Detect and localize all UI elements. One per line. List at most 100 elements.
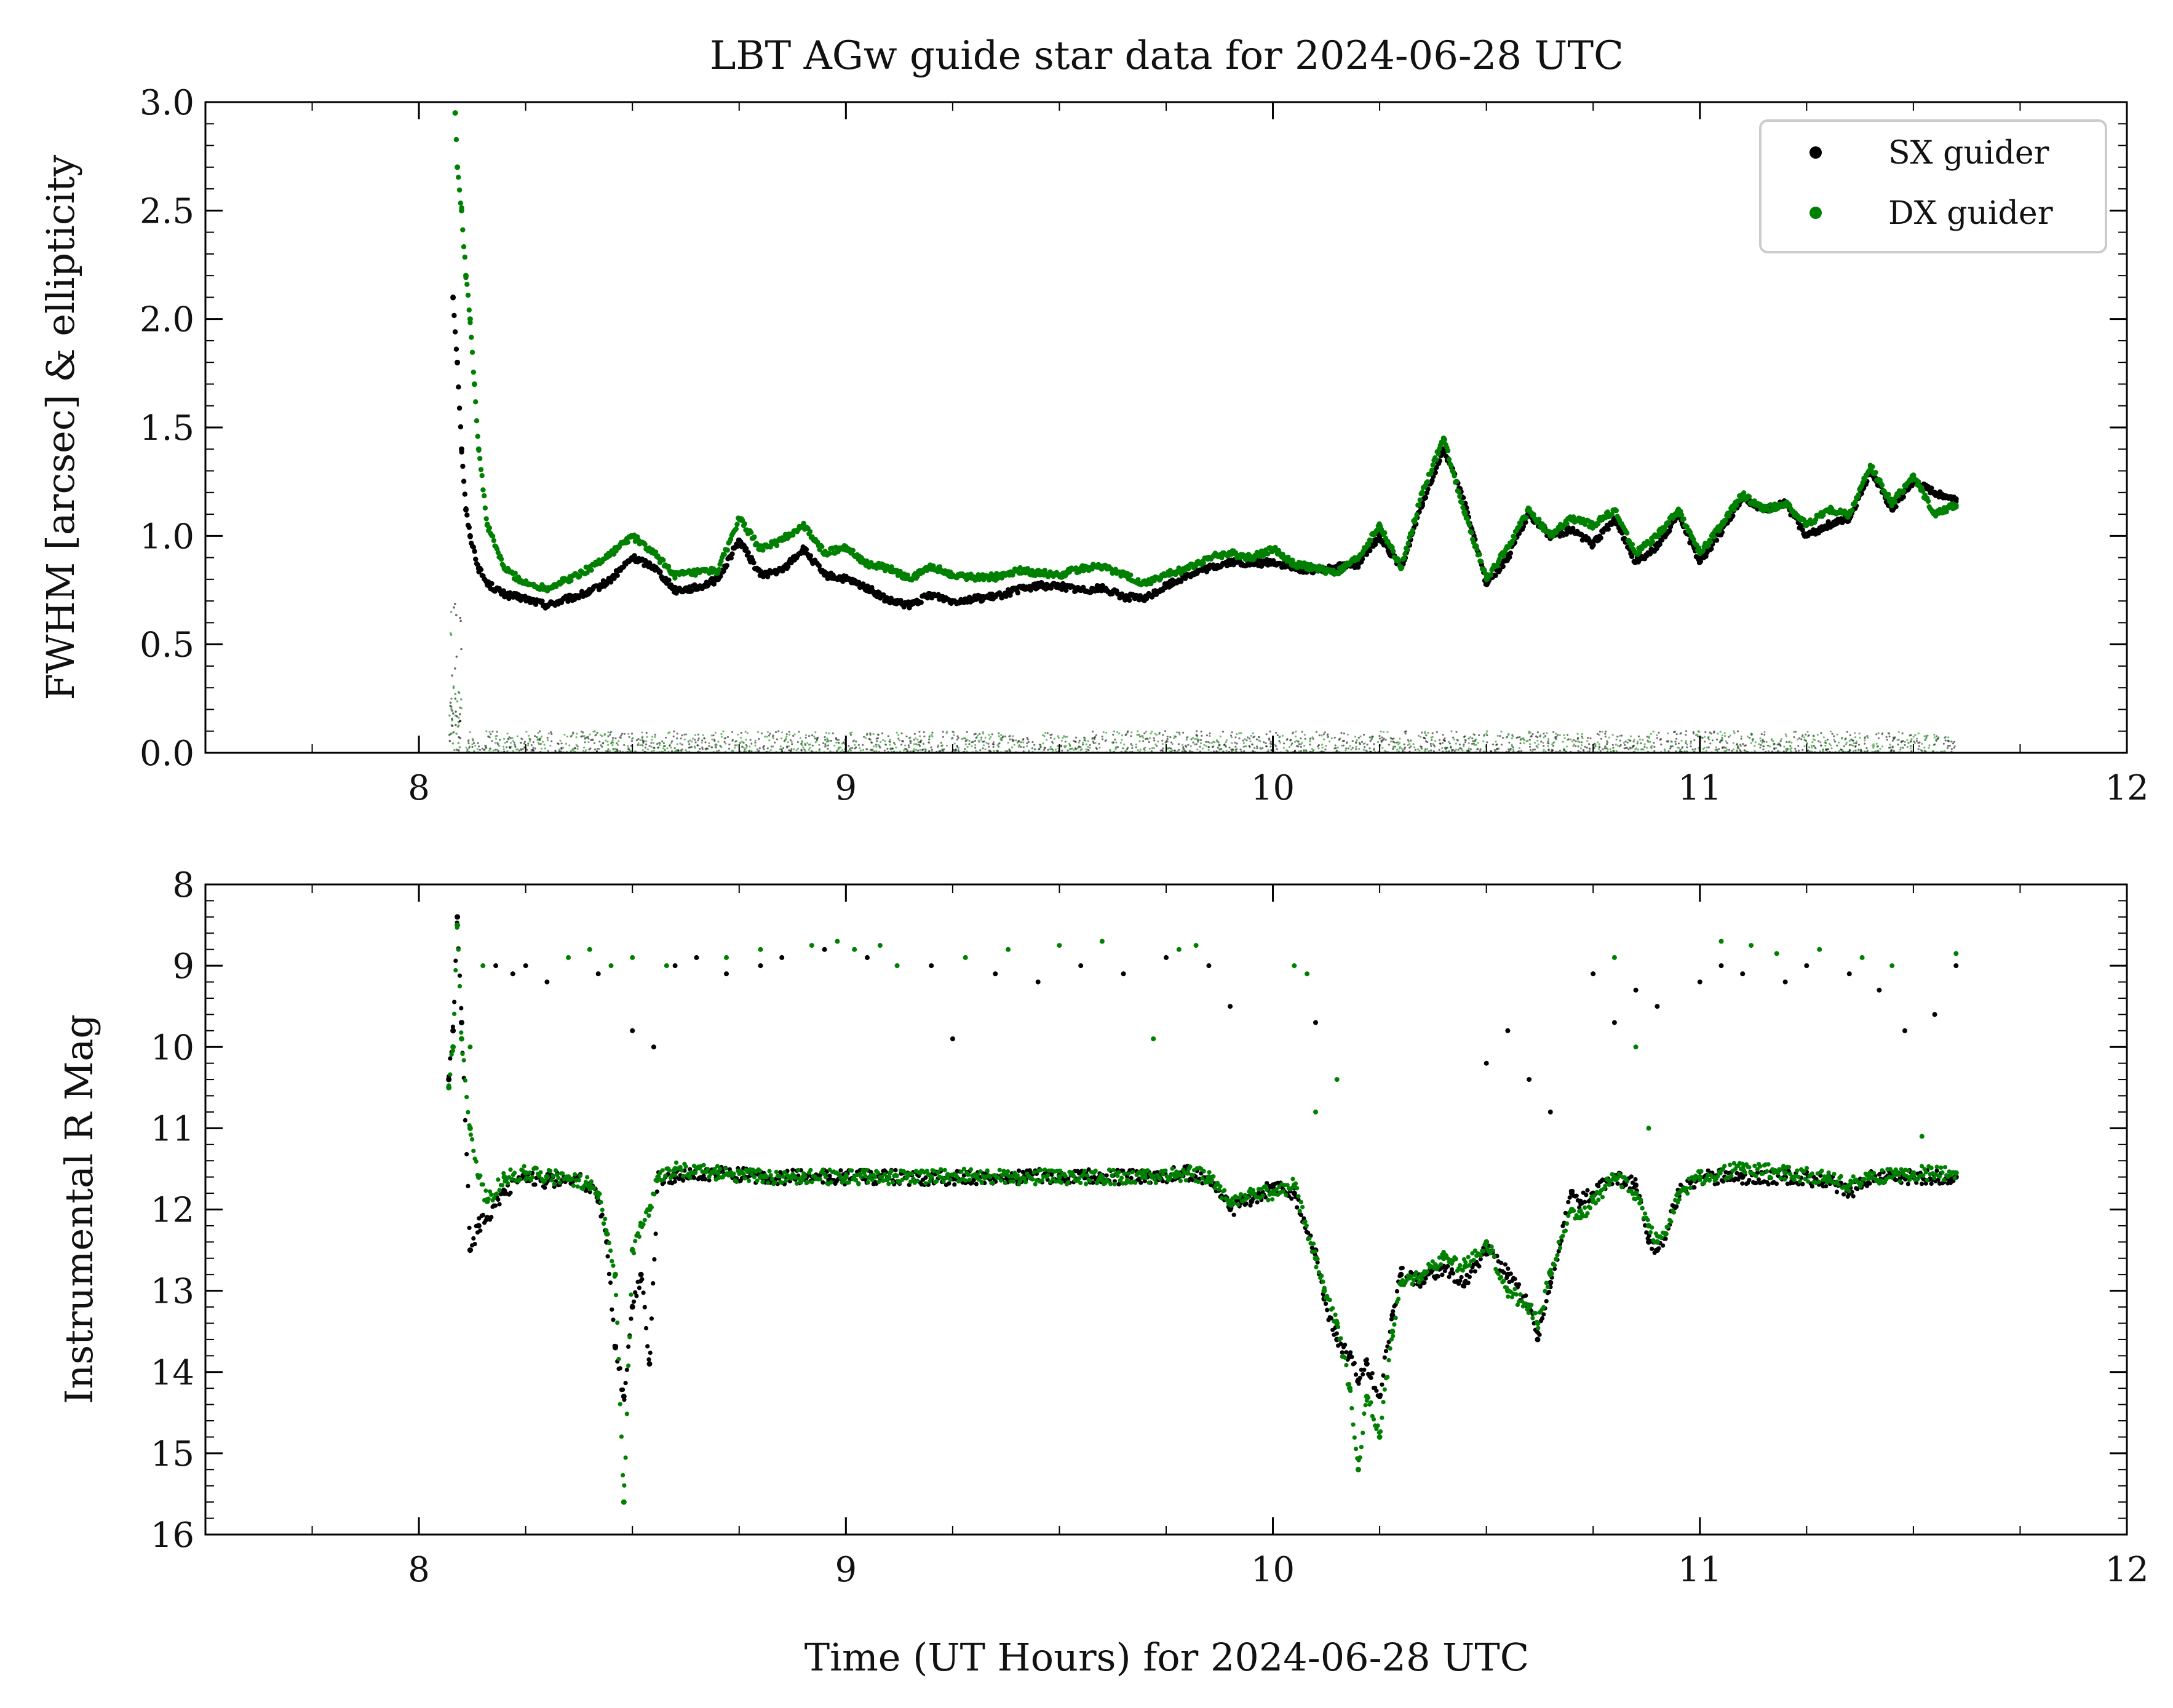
ellipticity-point xyxy=(835,737,837,739)
ellipticity-point xyxy=(1693,733,1695,735)
ellipticity-point xyxy=(1311,736,1314,739)
ellipticity-point xyxy=(900,732,903,734)
data-point xyxy=(1367,547,1373,554)
ellipticity-point xyxy=(1085,748,1087,750)
ellipticity-point xyxy=(964,737,966,740)
ellipticity-point xyxy=(1552,749,1554,752)
ellipticity-point xyxy=(1317,747,1320,750)
ellipticity-point xyxy=(818,744,820,746)
ellipticity-point xyxy=(1373,743,1375,745)
data-point xyxy=(651,563,657,570)
ellipticity-point xyxy=(694,741,697,744)
ellipticity-point xyxy=(1091,737,1094,740)
ellipticity-point xyxy=(998,735,1000,737)
ellipticity-point xyxy=(1906,739,1909,741)
ellipticity-point xyxy=(481,747,483,750)
ellipticity-point xyxy=(849,734,852,736)
ellipticity-point xyxy=(1715,738,1718,741)
ellipticity-point xyxy=(1351,740,1354,742)
ellipticity-point xyxy=(1596,733,1599,735)
ellipticity-point xyxy=(1087,740,1089,742)
ellipticity-point xyxy=(1637,735,1640,737)
data-point xyxy=(458,424,464,430)
ellipticity-point xyxy=(1784,733,1787,736)
ellipticity-point xyxy=(637,744,639,746)
ellipticity-point xyxy=(453,606,455,609)
ellipticity-point xyxy=(1346,733,1349,736)
ellipticity-point xyxy=(1850,738,1853,741)
ellipticity-point xyxy=(953,734,955,736)
ellipticity-point xyxy=(1123,743,1126,745)
ellipticity-point xyxy=(656,742,659,745)
ellipticity-point xyxy=(451,742,455,745)
ellipticity-point xyxy=(1234,745,1237,748)
ellipticity-point xyxy=(1127,747,1129,749)
ellipticity-point xyxy=(1618,745,1621,748)
ellipticity-point xyxy=(1732,748,1735,750)
ellipticity-point xyxy=(523,742,526,745)
ellipticity-point xyxy=(506,741,509,743)
ellipticity-point xyxy=(1081,743,1084,746)
ellipticity-point xyxy=(1893,737,1896,739)
ellipticity-point xyxy=(1162,734,1164,736)
ellipticity-point xyxy=(1196,734,1199,737)
ellipticity-point xyxy=(1130,731,1133,734)
ellipticity-point xyxy=(1536,739,1539,742)
ellipticity-point xyxy=(1009,734,1011,737)
ellipticity-point xyxy=(814,731,817,734)
ellipticity-point xyxy=(1797,745,1800,747)
ellipticity-point xyxy=(797,747,800,750)
ellipticity-point xyxy=(1848,744,1851,746)
data-point xyxy=(1484,581,1490,587)
ellipticity-point xyxy=(1062,737,1064,739)
ellipticity-point xyxy=(1711,739,1714,742)
ellipticity-point xyxy=(1439,739,1441,741)
ellipticity-point xyxy=(506,746,508,749)
ellipticity-point xyxy=(887,735,889,737)
ellipticity-point xyxy=(745,745,748,747)
ellipticity-point xyxy=(1225,745,1227,748)
ellipticity-point xyxy=(825,741,828,743)
ellipticity-point xyxy=(1917,732,1920,735)
ellipticity-point xyxy=(454,693,456,696)
ellipticity-point xyxy=(1677,746,1679,749)
ellipticity-point xyxy=(1298,743,1300,745)
ellipticity-point xyxy=(862,744,864,746)
ellipticity-point xyxy=(973,733,975,736)
ellipticity-point xyxy=(645,740,648,742)
ellipticity-point xyxy=(448,739,451,742)
ellipticity-point xyxy=(536,736,538,739)
data-point xyxy=(1500,563,1506,570)
ellipticity-point xyxy=(1324,731,1326,734)
ellipticity-point xyxy=(1304,737,1306,740)
ellipticity-point xyxy=(1258,736,1260,739)
data-point xyxy=(512,570,518,576)
ellipticity-point xyxy=(734,747,736,749)
data-point xyxy=(469,349,475,355)
ellipticity-point xyxy=(1831,733,1833,735)
ellipticity-point xyxy=(849,749,852,752)
ellipticity-point xyxy=(521,738,523,741)
ellipticity-point xyxy=(1858,733,1861,735)
ellipticity-point xyxy=(1274,744,1276,746)
ellipticity-point xyxy=(749,745,751,748)
ellipticity-point xyxy=(1190,745,1193,747)
ellipticity-point xyxy=(570,735,572,737)
ellipticity-point xyxy=(1279,741,1282,744)
data-point xyxy=(451,312,457,319)
ellipticity-point xyxy=(1081,748,1083,750)
ellipticity-point xyxy=(1378,734,1381,737)
ellipticity-point xyxy=(662,747,664,750)
ellipticity-point xyxy=(506,750,509,752)
ellipticity-point xyxy=(1616,744,1619,747)
ellipticity-point xyxy=(452,712,455,715)
data-point xyxy=(475,434,480,439)
ellipticity-point xyxy=(1494,749,1496,752)
ellipticity-point xyxy=(1358,747,1361,750)
ellipticity-point xyxy=(966,745,969,748)
data-point xyxy=(724,563,729,568)
ellipticity-point xyxy=(1758,743,1760,745)
ellipticity-point xyxy=(1597,741,1599,744)
data-point xyxy=(1497,567,1503,573)
ellipticity-point xyxy=(851,747,854,749)
